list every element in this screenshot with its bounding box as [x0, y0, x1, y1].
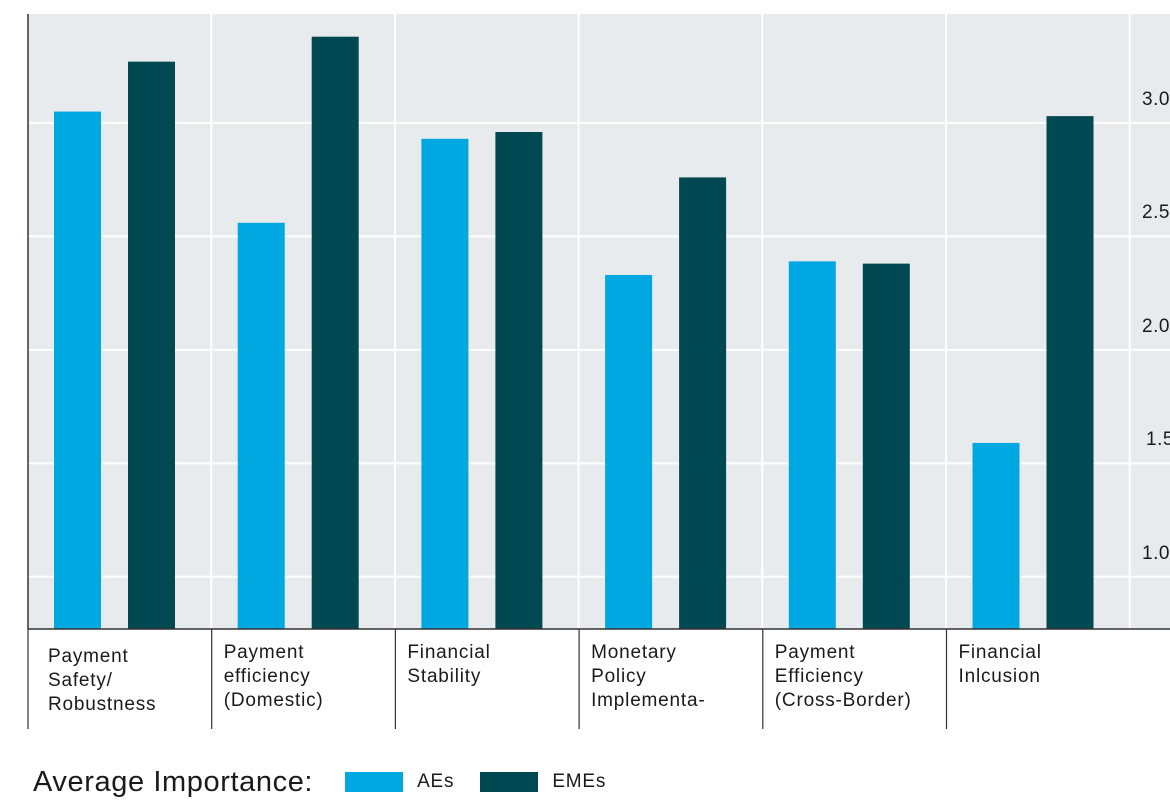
category-label-2: Payment efficiency (Domestic) — [224, 641, 324, 713]
bar-aes-3 — [421, 138, 469, 629]
bar-emes-1 — [128, 61, 175, 630]
category-label-line: Payment — [48, 646, 129, 667]
y-tick-label: 2.0 — [1142, 315, 1170, 337]
category-label-line: Implementa- — [591, 690, 706, 711]
y-tick-label: 3.0 — [1142, 88, 1170, 110]
category-label-6: Financial Inlcusion — [959, 641, 1042, 689]
bar-emes-3 — [495, 132, 543, 629]
bar-emes-2 — [311, 36, 359, 629]
axes — [27, 14, 1170, 729]
legend-label-emes: EMEs — [552, 771, 607, 792]
y-tick-label: 2.5 — [1142, 202, 1170, 224]
category-label-1: Payment Safety/Robustness — [48, 645, 156, 717]
category-label-5: Payment Efficiency (Cross-Border) — [775, 641, 912, 713]
legend-item-aes: AEs — [345, 771, 454, 793]
category-label-line: efficiency — [223, 666, 311, 687]
category-label-line: Policy — [591, 666, 647, 687]
legend-title: Average Importance: — [33, 765, 314, 798]
bar-aes-2 — [237, 222, 285, 629]
category-label-line: Payment — [223, 642, 305, 663]
legend-label-aes: AEs — [417, 771, 455, 792]
category-label-line: Efficiency — [774, 666, 864, 687]
legend-swatch-aes — [345, 772, 404, 792]
category-label-line: (Cross-Border) — [774, 690, 912, 711]
category-label-4: Monetary Policy Implementa- — [591, 641, 705, 713]
y-tick-label: 1.0 — [1142, 542, 1170, 564]
legend-item-emes: EMEs — [480, 771, 606, 793]
category-label-line: Inlcusion — [958, 666, 1041, 687]
category-label-line: Robustness — [48, 694, 157, 715]
category-label-line: Stability — [407, 666, 482, 687]
y-tick-label: 1.5 — [1146, 429, 1170, 451]
category-label-line: Safety/ — [48, 670, 113, 691]
legend: Average Importance: AEs EMEs — [33, 760, 632, 804]
category-label-line: Financial — [958, 642, 1042, 663]
gridlines — [28, 14, 1170, 629]
bar-aes-4 — [605, 274, 653, 629]
category-label-line: (Domestic) — [223, 690, 324, 711]
bar-emes-4 — [679, 177, 727, 629]
legend-swatch-emes — [480, 772, 539, 792]
category-label-line: Payment — [774, 642, 856, 663]
category-label-line: Monetary — [591, 642, 677, 663]
bars — [54, 36, 1094, 630]
bar-emes-6 — [1046, 116, 1094, 630]
bar-emes-5 — [862, 263, 910, 629]
category-label-3: Financial Stability — [407, 641, 490, 689]
bar-aes-1 — [54, 111, 101, 630]
bar-aes-6 — [972, 442, 1020, 629]
category-label-line: Financial — [407, 642, 491, 663]
bar-aes-5 — [788, 261, 836, 629]
